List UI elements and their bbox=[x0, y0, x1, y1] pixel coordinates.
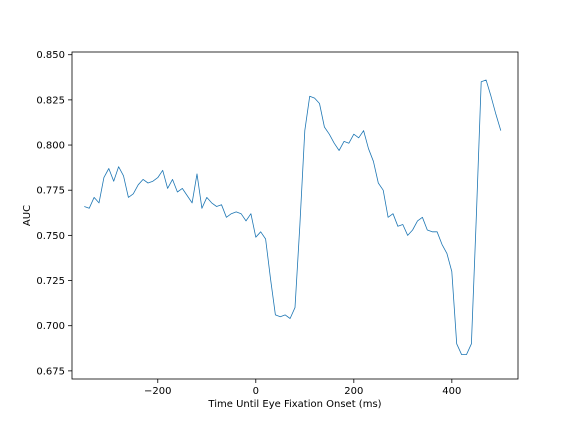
plot-area bbox=[84, 79, 502, 356]
x-tick-label: 0 bbox=[253, 386, 259, 397]
axes-frame bbox=[71, 51, 519, 380]
y-tick-label: 0.675 bbox=[36, 366, 65, 377]
y-tick-label: 0.725 bbox=[36, 276, 65, 287]
y-tick-label: 0.775 bbox=[36, 186, 65, 197]
y-tick-label: 0.800 bbox=[36, 141, 65, 152]
y-axis-ticks: 0.675 0.700 0.725 0.750 0.775 0.800 0.825 0.850 bbox=[36, 50, 72, 377]
x-tick-label: 400 bbox=[442, 386, 461, 397]
x-tick-label: 200 bbox=[344, 386, 363, 397]
x-axis-ticks: −200 0 200 400 bbox=[144, 379, 461, 397]
y-tick-label: 0.850 bbox=[36, 50, 65, 61]
y-tick-label: 0.825 bbox=[36, 95, 65, 106]
series-line bbox=[84, 79, 502, 356]
y-tick-label: 0.700 bbox=[36, 321, 65, 332]
y-tick-label: 0.750 bbox=[36, 231, 65, 242]
y-axis-label: AUC bbox=[22, 205, 33, 226]
x-tick-label: −200 bbox=[144, 386, 171, 397]
x-axis-label: Time Until Eye Fixation Onset (ms) bbox=[207, 399, 381, 410]
